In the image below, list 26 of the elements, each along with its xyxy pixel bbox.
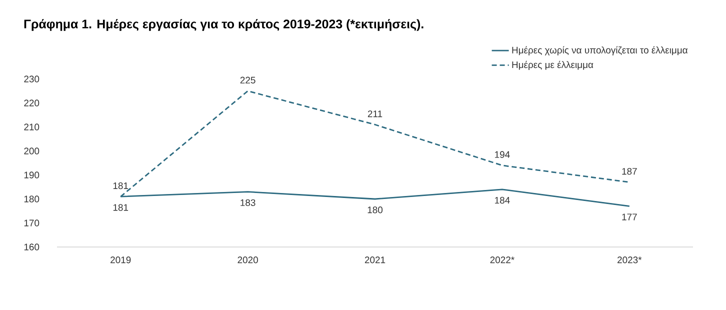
chart-title: Γράφημα 1. Ημέρες εργασίας για το κράτος 2019-2023 (*εκτιμήσεις). <box>24 19 424 31</box>
data-label: 181 <box>113 204 128 211</box>
data-label: 225 <box>240 76 256 84</box>
data-label: 184 <box>495 196 510 204</box>
y-tick-label: 170 <box>24 220 40 226</box>
y-tick-label: 190 <box>24 172 40 178</box>
y-tick-label: 210 <box>24 124 40 130</box>
legend-label: Ημέρες με έλλειμμα <box>512 60 594 70</box>
data-label: 194 <box>495 151 510 158</box>
data-label: 187 <box>622 168 637 175</box>
y-tick-label: 160 <box>24 244 40 250</box>
legend-label: Ημέρες χωρίς να υπολογίζεται το έλλειμμα <box>512 46 688 56</box>
data-label: 177 <box>622 214 637 220</box>
x-tick-label: 2021 <box>364 256 386 264</box>
y-tick-label: 220 <box>24 100 40 106</box>
data-label: 180 <box>368 206 383 214</box>
data-label: 181 <box>113 182 128 190</box>
data-label: 211 <box>368 110 382 118</box>
y-tick-label: 230 <box>24 76 40 82</box>
y-tick-label: 180 <box>24 196 40 202</box>
y-tick-label: 200 <box>24 148 40 154</box>
x-tick-label: 2019 <box>110 256 131 264</box>
x-tick-label: 2020 <box>238 256 258 264</box>
data-label: 183 <box>240 199 256 206</box>
x-tick-label: 2022* <box>490 256 514 264</box>
x-tick-label: 2023* <box>618 256 642 264</box>
